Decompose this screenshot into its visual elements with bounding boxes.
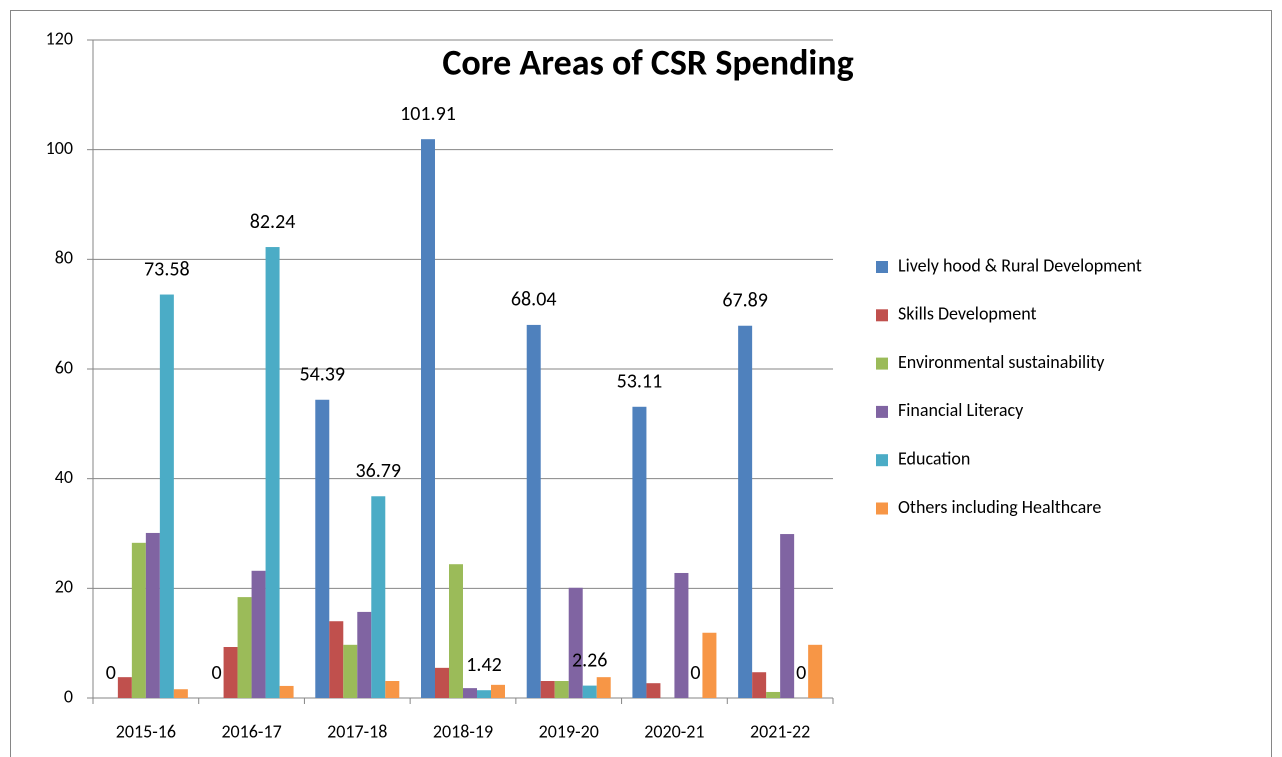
data-label: 0 bbox=[796, 661, 806, 685]
bar bbox=[117, 677, 132, 698]
legend-label: Others including Healthcare bbox=[898, 496, 1101, 518]
data-label: 54.39 bbox=[299, 363, 345, 387]
bar bbox=[131, 542, 146, 698]
legend-swatch bbox=[876, 357, 888, 370]
data-label: 73.58 bbox=[144, 257, 190, 281]
legend-label: Education bbox=[898, 447, 970, 469]
legend-swatch bbox=[876, 502, 888, 515]
bar bbox=[237, 597, 252, 698]
y-tick-label: 120 bbox=[46, 27, 73, 49]
bar bbox=[371, 496, 386, 698]
data-label: 36.79 bbox=[355, 459, 401, 483]
data-label: 67.89 bbox=[722, 289, 768, 313]
chart-title: Core Areas of CSR Spending bbox=[442, 41, 853, 85]
x-tick-label: 2016-17 bbox=[221, 720, 281, 742]
bar bbox=[596, 677, 611, 698]
x-tick-label: 2015-16 bbox=[116, 720, 176, 742]
y-tick-label: 40 bbox=[55, 466, 73, 488]
data-label: 101.91 bbox=[400, 102, 456, 126]
legend-swatch bbox=[876, 454, 888, 467]
bar bbox=[554, 681, 569, 698]
bar bbox=[491, 684, 505, 698]
legend-label: Financial Literacy bbox=[898, 399, 1024, 421]
bar bbox=[435, 667, 449, 698]
data-label: 0 bbox=[690, 661, 700, 685]
data-label: 0 bbox=[106, 661, 116, 685]
bar bbox=[357, 611, 372, 698]
legend-swatch bbox=[876, 309, 888, 322]
data-label: 1.42 bbox=[466, 653, 501, 677]
y-tick-label: 100 bbox=[46, 137, 73, 159]
bar bbox=[632, 406, 647, 698]
y-tick-label: 60 bbox=[55, 356, 73, 378]
data-label: 53.11 bbox=[617, 370, 663, 394]
bar bbox=[766, 691, 781, 698]
legend-label: Skills Development bbox=[898, 303, 1037, 325]
bar bbox=[251, 570, 266, 698]
legend-label: Environmental sustainability bbox=[898, 351, 1105, 373]
legend-swatch bbox=[876, 261, 888, 273]
legend-label: Lively hood & Rural Development bbox=[898, 254, 1142, 276]
bar bbox=[173, 689, 188, 698]
x-tick-label: 2021-22 bbox=[750, 720, 810, 742]
bar bbox=[421, 139, 435, 699]
bar bbox=[145, 532, 160, 698]
y-tick-label: 80 bbox=[55, 247, 73, 269]
bar bbox=[223, 647, 238, 698]
x-tick-label: 2018-19 bbox=[433, 720, 493, 742]
bar bbox=[540, 681, 555, 698]
y-tick-label: 0 bbox=[64, 685, 73, 707]
bar bbox=[752, 672, 767, 698]
bar bbox=[463, 688, 477, 698]
bar bbox=[477, 690, 491, 698]
data-label: 68.04 bbox=[511, 288, 557, 312]
y-tick-label: 20 bbox=[55, 576, 73, 598]
bar bbox=[329, 621, 344, 698]
bar bbox=[674, 572, 689, 698]
data-label: 0 bbox=[212, 661, 222, 685]
data-label: 82.24 bbox=[250, 210, 296, 234]
bar bbox=[526, 324, 541, 698]
bar bbox=[449, 564, 463, 698]
x-tick-label: 2019-20 bbox=[539, 720, 599, 742]
bar bbox=[343, 644, 358, 698]
bar bbox=[159, 294, 174, 698]
bar bbox=[265, 247, 280, 698]
bar bbox=[315, 399, 330, 698]
bar bbox=[702, 632, 717, 698]
legend-swatch bbox=[876, 405, 888, 418]
x-tick-label: 2020-21 bbox=[644, 720, 704, 742]
bar bbox=[568, 587, 583, 698]
bar bbox=[582, 685, 597, 698]
chart-border bbox=[10, 10, 1272, 757]
bar bbox=[738, 325, 753, 698]
bar bbox=[780, 534, 795, 698]
bar bbox=[808, 644, 823, 698]
bar bbox=[646, 683, 661, 698]
x-tick-label: 2017-18 bbox=[327, 720, 387, 742]
bar bbox=[279, 685, 294, 698]
data-label: 2.26 bbox=[572, 648, 607, 672]
bar bbox=[385, 681, 400, 698]
